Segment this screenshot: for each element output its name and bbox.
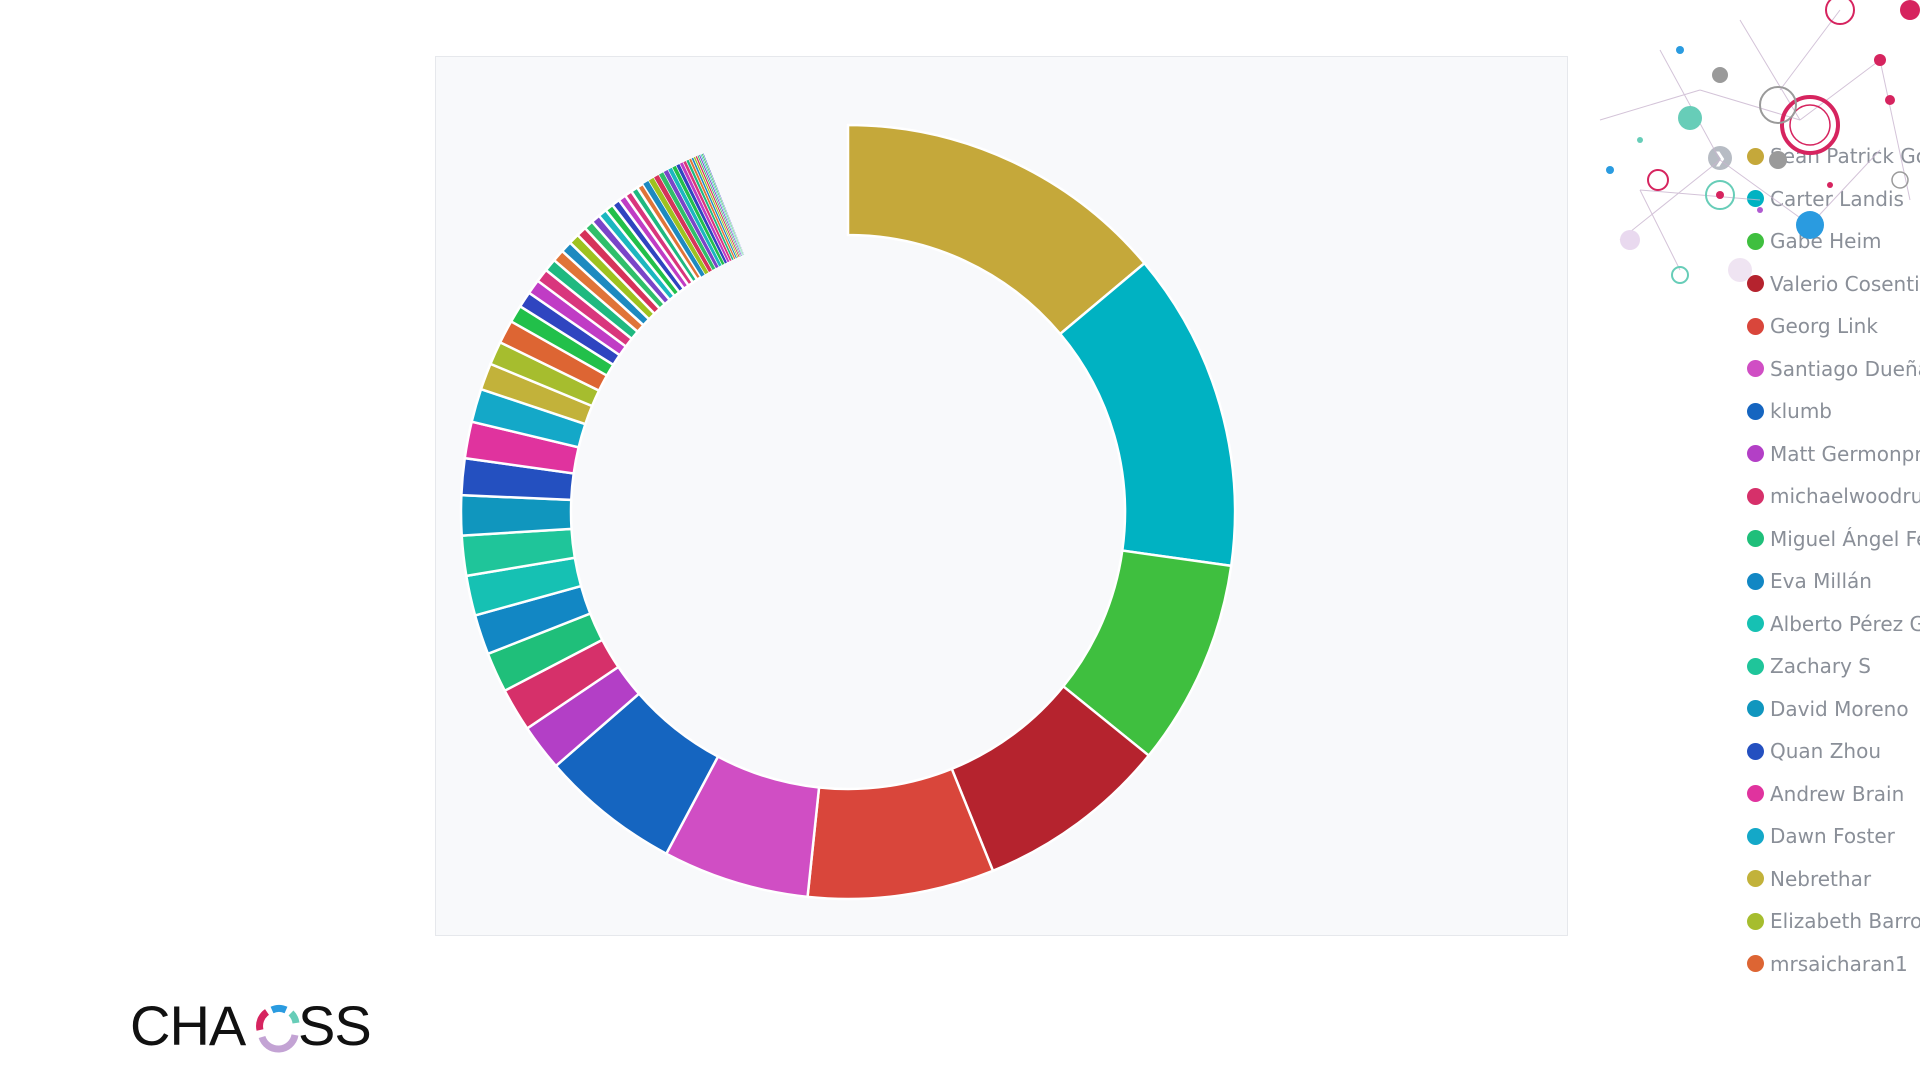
legend-color-dot [1747, 232, 1764, 250]
legend-label: Gabe Heim [1770, 229, 1882, 253]
legend-label: Dawn Foster [1770, 824, 1895, 848]
legend-item[interactable]: Georg Link [1747, 311, 1878, 341]
legend-color-dot [1747, 785, 1764, 802]
network-graphic [1599, 0, 1920, 284]
legend-label: Nebrethar [1770, 866, 1872, 891]
legend-item[interactable]: David Moreno [1747, 694, 1909, 724]
legend-item[interactable]: michaelwoodruffdev [1747, 481, 1920, 511]
legend-item[interactable]: Dawn Foster [1747, 821, 1895, 851]
legend-item[interactable]: Quan Zhou [1747, 736, 1881, 766]
legend-color-dot [1747, 487, 1764, 505]
legend-item[interactable]: Eva Millán [1747, 566, 1872, 596]
legend-color-dot [1747, 615, 1764, 632]
legend-color-dot [1747, 530, 1764, 547]
chaoss-logo: CHA SS [130, 995, 370, 1055]
legend-label: Santiago Dueñas [1770, 356, 1920, 381]
legend-color-dot [1747, 360, 1764, 377]
legend-label: Elizabeth Barron [1770, 909, 1920, 933]
legend-label: Quan Zhou [1770, 739, 1881, 763]
legend-color-dot [1747, 147, 1764, 165]
legend-color-dot [1747, 445, 1764, 462]
legend-color-dot [1747, 657, 1764, 675]
legend-color-dot [1747, 742, 1764, 760]
legend-color-dot [1747, 317, 1764, 335]
legend-label: David Moreno [1770, 696, 1909, 721]
legend-item[interactable]: Carter Landis [1747, 184, 1904, 214]
legend-item[interactable]: Alberto Pérez García-... [1747, 609, 1920, 639]
legend-label: klumb [1770, 399, 1832, 423]
legend-color-dot [1747, 700, 1764, 717]
legend-label: mrsaicharan1 [1770, 951, 1908, 976]
legend-color-dot [1747, 275, 1764, 292]
legend-label: Alberto Pérez García-... [1770, 611, 1920, 636]
legend-label: Carter Landis [1770, 186, 1904, 211]
legend-item[interactable]: Gabe Heim [1747, 226, 1882, 256]
legend-color-dot [1747, 955, 1764, 972]
legend-item[interactable]: Valerio Cosentino [1747, 269, 1920, 299]
slice-13[interactable] [459, 493, 573, 537]
legend-color-dot [1747, 402, 1764, 420]
legend-item[interactable]: Matt Germonprez [1747, 439, 1920, 469]
legend-item[interactable]: mrsaicharan1 [1747, 949, 1908, 979]
svg-text:CHA: CHA [130, 995, 247, 1055]
legend-label: Matt Germonprez [1770, 441, 1920, 466]
slice-other-37[interactable] [702, 152, 746, 256]
legend-item[interactable]: Andrew Brain [1747, 779, 1904, 809]
legend-item[interactable]: Santiago Dueñas [1747, 354, 1920, 384]
legend-color-dot [1747, 827, 1764, 845]
legend-color-dot [1747, 870, 1764, 887]
legend-label: Miguel Ángel Fernán... [1770, 526, 1920, 551]
legend-label: Zachary S [1770, 654, 1871, 678]
legend-label: Georg Link [1770, 314, 1878, 338]
legend-color-dot [1747, 190, 1764, 207]
legend-color-dot [1747, 572, 1764, 590]
donut-chart [459, 123, 1237, 901]
chart-panel: ❯ Sean Patrick GogginsCarter LandisGabe … [435, 56, 1920, 976]
legend-item[interactable]: Elizabeth Barron [1747, 906, 1920, 936]
legend-item[interactable]: Nebrethar [1747, 864, 1871, 894]
legend-color-dot [1747, 912, 1764, 930]
legend-label: Valerio Cosentino [1770, 271, 1920, 296]
legend-label: Eva Millán [1770, 569, 1872, 593]
legend-item[interactable]: Zachary S [1747, 651, 1871, 681]
legend-item[interactable]: Miguel Ángel Fernán... [1747, 524, 1920, 554]
legend-item[interactable]: klumb [1747, 396, 1832, 426]
svg-text:SS: SS [298, 995, 370, 1055]
legend-label: Andrew Brain [1770, 781, 1905, 806]
legend-label: michaelwoodruffdev [1770, 484, 1920, 508]
